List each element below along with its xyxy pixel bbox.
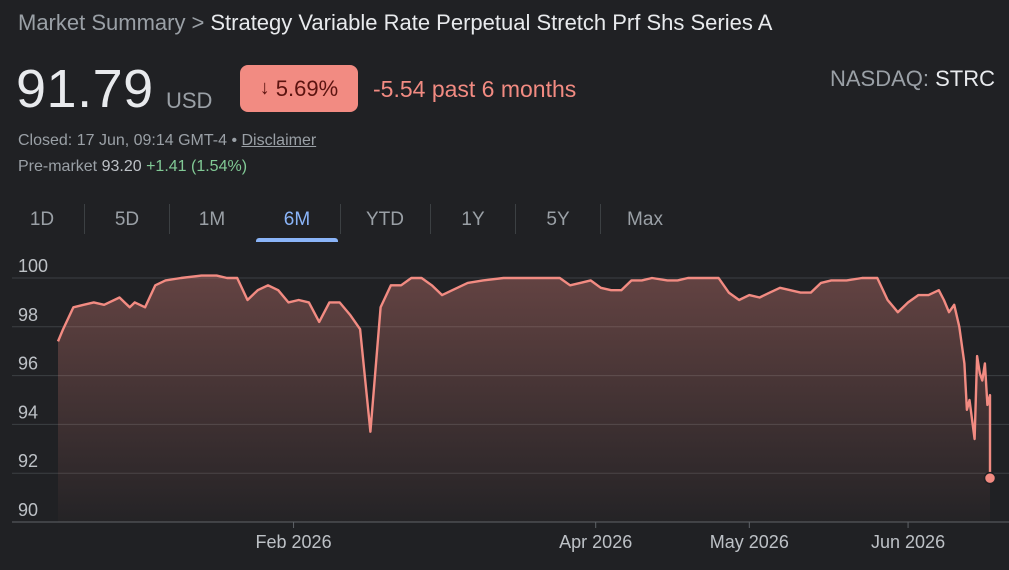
tab-ytd[interactable]: YTD [366, 209, 404, 230]
price-line [56, 274, 992, 479]
premarket-price: 93.20 [101, 158, 142, 175]
disclaimer-link[interactable]: Disclaimer [241, 132, 317, 149]
tab-divider [169, 204, 170, 234]
tab-5d[interactable]: 5D [114, 209, 140, 230]
y-tick-label: 90 [18, 500, 38, 520]
arrow-down-icon: ↓ [259, 77, 270, 99]
period-change-text: -5.54 past 6 months [373, 76, 577, 102]
tab-divider [430, 204, 431, 234]
tab-5y[interactable]: 5Y [546, 209, 570, 230]
active-tab-indicator [256, 238, 338, 242]
y-tick-label: 98 [18, 305, 38, 325]
price-chart[interactable]: 90 92 94 96 98 100 Feb 2026 Apr 2026 May 2026 Ju… [0, 250, 1009, 570]
current-price: 91.79 [16, 59, 154, 119]
tab-1d[interactable]: 1D [29, 209, 55, 230]
x-tick-label: Apr 2026 [559, 532, 632, 552]
x-tick-label: Feb 2026 [256, 532, 332, 552]
market-status: Closed: 17 Jun, 09:14 GMT-4 • Disclaimer [18, 132, 316, 150]
change-percent-badge: ↓ 5.69% [240, 65, 358, 112]
range-tabs: 1D 5D 1M 6M YTD 1Y 5Y Max [0, 202, 700, 242]
ticker-symbol: STRC [935, 66, 995, 91]
tab-divider [515, 204, 516, 234]
last-price-point [983, 471, 997, 485]
y-tick-label: 100 [18, 256, 48, 276]
y-tick-label: 94 [18, 402, 38, 422]
breadcrumb-separator: > [191, 10, 205, 35]
closed-time-text: Closed: 17 Jun, 09:14 GMT-4 • [18, 132, 238, 149]
tab-divider [600, 204, 601, 234]
premarket-label: Pre-market [18, 158, 98, 175]
change-percent-value: 5.69% [275, 75, 339, 101]
tab-1y[interactable]: 1Y [461, 209, 485, 230]
tab-max[interactable]: Max [627, 209, 663, 230]
tab-divider [340, 204, 341, 234]
premarket-info: Pre-market 93.20 +1.41 (1.54%) [18, 158, 247, 176]
currency-label: USD [166, 88, 213, 113]
breadcrumb: Market Summary > Strategy Variable Rate Pe… [18, 10, 772, 36]
y-tick-label: 96 [18, 354, 38, 374]
tab-1m[interactable]: 1M [198, 209, 226, 230]
x-tick-label: May 2026 [710, 532, 789, 552]
page-title: Strategy Variable Rate Perpetual Stretch… [210, 10, 773, 35]
tab-divider [84, 204, 85, 234]
premarket-change: +1.41 (1.54%) [146, 158, 248, 175]
price-area [58, 275, 990, 522]
breadcrumb-root-link[interactable]: Market Summary [18, 10, 186, 35]
y-tick-label: 92 [18, 451, 38, 471]
exchange-ticker: NASDAQ: STRC [830, 66, 995, 92]
tab-6m[interactable]: 6M [283, 209, 311, 230]
x-tick-label: Jun 2026 [871, 532, 945, 552]
exchange-name: NASDAQ: [829, 66, 929, 91]
